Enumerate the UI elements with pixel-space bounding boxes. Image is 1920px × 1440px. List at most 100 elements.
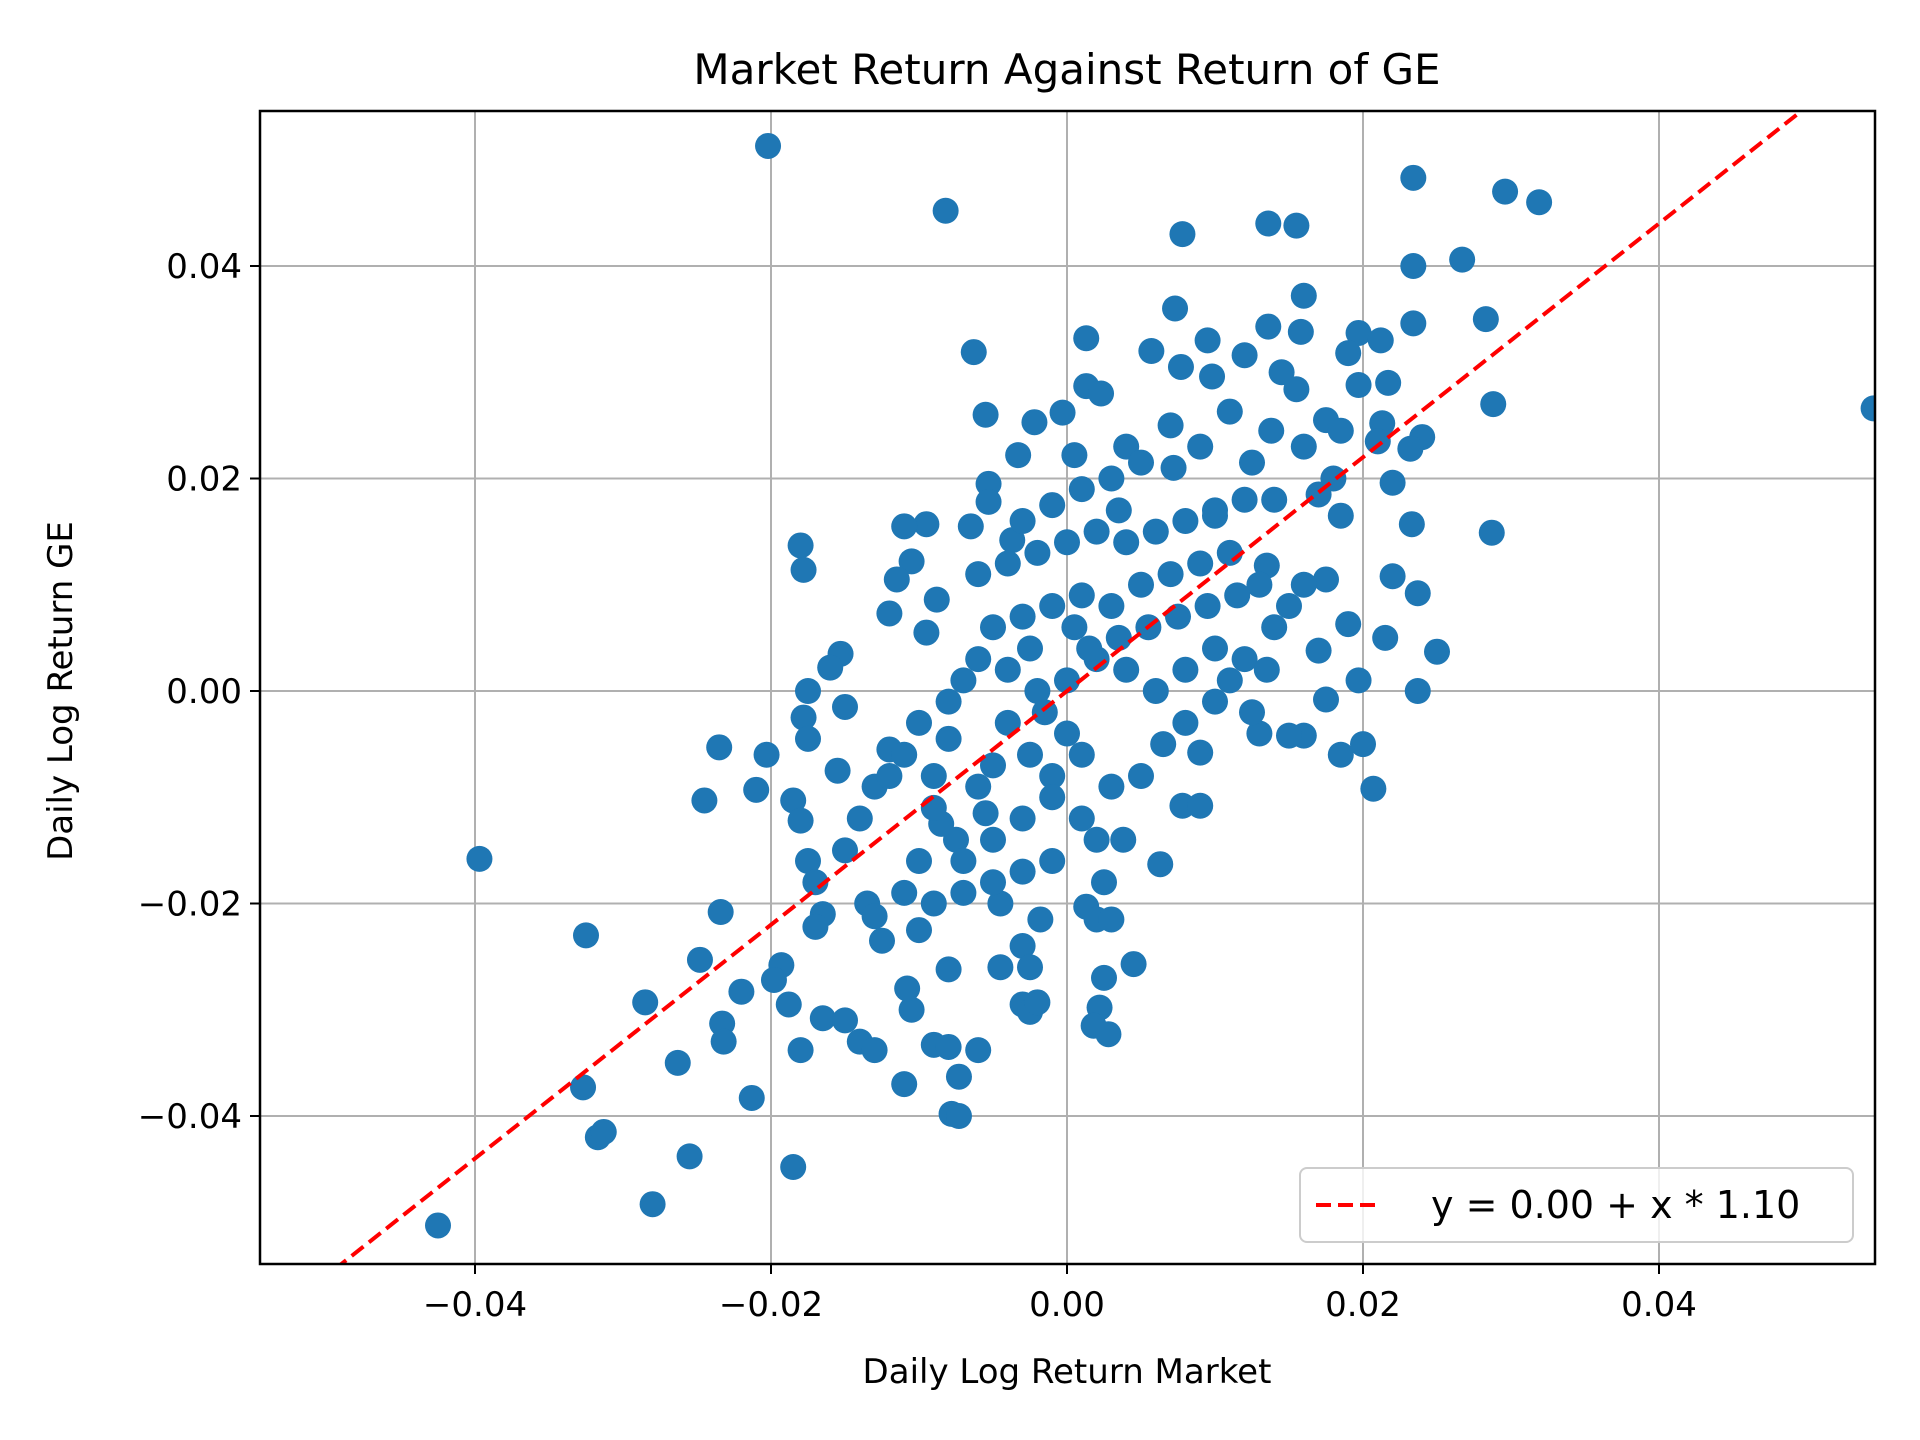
data-point xyxy=(686,946,713,973)
data-point xyxy=(950,667,977,694)
x-axis-label: Daily Log Return Market xyxy=(863,1352,1272,1392)
data-point xyxy=(1169,792,1196,819)
data-point xyxy=(1098,593,1125,619)
data-point xyxy=(1172,709,1199,736)
data-point xyxy=(824,757,851,784)
data-point xyxy=(1283,376,1310,403)
data-point xyxy=(1009,933,1036,959)
data-point xyxy=(950,879,977,906)
data-point xyxy=(1017,635,1043,662)
data-point xyxy=(935,725,962,752)
data-point xyxy=(1083,518,1110,545)
data-point xyxy=(1290,571,1317,598)
data-point xyxy=(790,556,817,583)
data-point xyxy=(945,1103,972,1129)
chart-title: Market Return Against Return of GE xyxy=(693,45,1440,94)
data-point xyxy=(935,956,962,983)
y-tick-label: 0.00 xyxy=(166,672,242,712)
data-point xyxy=(1142,678,1169,704)
data-point xyxy=(1105,497,1132,524)
data-point xyxy=(1231,646,1258,673)
x-axis-ticks: −0.04 −0.02 0.00 0.02 0.04 xyxy=(423,1264,1697,1325)
data-point xyxy=(1400,310,1427,337)
data-point xyxy=(1216,667,1243,694)
data-point xyxy=(1039,784,1066,811)
data-point xyxy=(1327,741,1354,768)
data-point xyxy=(1397,435,1424,462)
y-tick-label: 0.04 xyxy=(166,247,242,287)
data-point xyxy=(1024,539,1051,566)
data-point xyxy=(965,561,992,588)
data-point xyxy=(980,826,1006,853)
data-point xyxy=(676,1143,703,1170)
data-point xyxy=(999,527,1026,554)
data-point xyxy=(1290,282,1317,309)
data-point xyxy=(1231,486,1258,513)
data-point xyxy=(1345,319,1372,346)
data-point xyxy=(570,1074,597,1101)
data-point xyxy=(728,978,755,1005)
data-point xyxy=(1345,372,1372,398)
data-point xyxy=(1061,442,1088,469)
data-point xyxy=(1009,805,1036,832)
scatter-points xyxy=(425,132,1875,1239)
data-point xyxy=(1398,511,1425,538)
data-point xyxy=(1142,518,1169,545)
y-tick-label: 0.02 xyxy=(166,460,242,500)
x-tick-label: 0.00 xyxy=(1029,1285,1105,1325)
data-point xyxy=(1160,454,1187,481)
data-point xyxy=(920,763,947,789)
data-point xyxy=(1246,571,1273,598)
data-point xyxy=(639,1191,666,1218)
data-point xyxy=(1261,614,1288,641)
data-point xyxy=(787,807,814,834)
x-tick-label: 0.04 xyxy=(1621,1285,1697,1325)
data-point xyxy=(1054,667,1080,694)
data-point xyxy=(425,1212,451,1239)
data-point xyxy=(965,646,992,673)
data-point xyxy=(1039,492,1066,519)
data-point xyxy=(707,899,734,925)
data-point xyxy=(1049,399,1076,426)
data-point xyxy=(1404,678,1431,704)
data-point xyxy=(987,954,1014,981)
data-point xyxy=(1253,656,1280,683)
data-point xyxy=(1345,667,1372,694)
data-point xyxy=(1379,469,1406,496)
data-point xyxy=(787,1037,814,1064)
data-point xyxy=(1172,508,1199,534)
data-point xyxy=(1327,417,1354,444)
data-point xyxy=(1276,593,1302,619)
data-point xyxy=(1147,851,1174,878)
data-point xyxy=(817,654,844,681)
regression-line xyxy=(338,111,1805,1264)
data-point xyxy=(894,975,921,1002)
data-point xyxy=(1054,529,1080,556)
data-point xyxy=(1068,582,1095,609)
data-point xyxy=(1017,954,1043,981)
data-point xyxy=(1335,611,1362,638)
data-point xyxy=(1024,678,1051,704)
data-point xyxy=(1157,561,1184,588)
data-point xyxy=(1400,253,1427,279)
data-point xyxy=(1367,327,1394,354)
data-point xyxy=(664,1049,691,1076)
data-point xyxy=(891,513,918,540)
data-point xyxy=(913,619,940,646)
data-point xyxy=(1372,624,1399,651)
data-point xyxy=(1202,497,1228,524)
data-point xyxy=(1305,637,1332,664)
data-point xyxy=(1128,571,1154,598)
data-point xyxy=(780,787,807,814)
y-axis-ticks: −0.04 −0.02 0.00 0.02 0.04 xyxy=(138,247,260,1137)
data-point xyxy=(760,967,787,993)
y-axis-label: Daily Log Return GE xyxy=(41,521,81,861)
data-point xyxy=(1172,656,1199,683)
data-point xyxy=(1005,442,1032,469)
data-point xyxy=(1379,563,1406,590)
data-point xyxy=(965,1037,992,1064)
data-point xyxy=(906,917,932,944)
data-point xyxy=(1128,763,1154,789)
data-point xyxy=(906,709,932,736)
